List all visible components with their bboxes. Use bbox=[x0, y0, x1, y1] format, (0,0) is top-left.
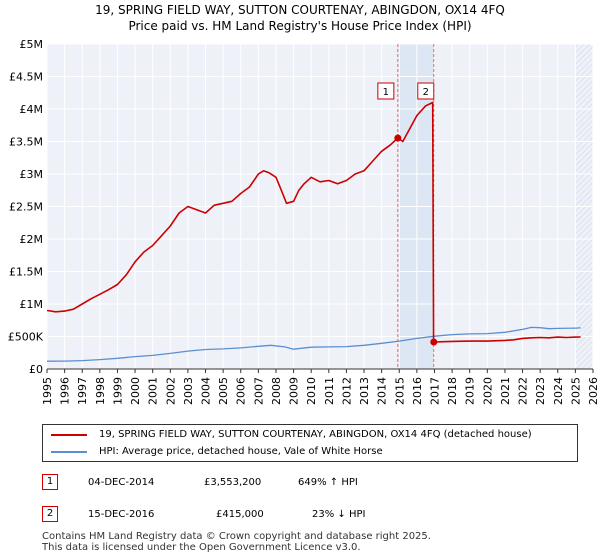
x-tick-label: 2016 bbox=[411, 377, 424, 405]
transaction-price: £3,553,200 bbox=[204, 477, 262, 488]
x-tick-label: 2024 bbox=[552, 377, 565, 405]
legend-label-hpi: HPI: Average price, detached house, Vale… bbox=[99, 446, 383, 457]
annotation-badge bbox=[417, 82, 435, 100]
x-tick-label: 2011 bbox=[323, 377, 336, 405]
annotation-badge bbox=[377, 82, 395, 100]
x-tick-label: 2019 bbox=[464, 377, 477, 405]
y-tick-label: £2M bbox=[20, 233, 44, 246]
y-tick-label: £1M bbox=[20, 298, 44, 311]
x-tick-label: 1997 bbox=[76, 377, 89, 405]
x-tick-label: 2005 bbox=[217, 377, 230, 405]
x-tick-label: 2014 bbox=[376, 377, 389, 405]
y-tick-label: £3M bbox=[20, 168, 44, 181]
x-tick-label: 2021 bbox=[499, 377, 512, 405]
annotation-label: 1 bbox=[383, 87, 389, 98]
x-tick-label: 2025 bbox=[569, 377, 582, 405]
x-tick-label: 1998 bbox=[94, 377, 107, 405]
x-tick-label: 2001 bbox=[147, 377, 160, 405]
series-line-hpi bbox=[46, 326, 581, 362]
x-tick-label: 2017 bbox=[428, 377, 441, 405]
x-tick-label: 2012 bbox=[340, 377, 353, 405]
y-tick-label: £0 bbox=[29, 363, 43, 376]
x-tick-label: 2002 bbox=[164, 377, 177, 405]
x-tick-label: 2010 bbox=[305, 377, 318, 405]
legend-label-property: 19, SPRING FIELD WAY, SUTTON COURTENAY, … bbox=[99, 429, 532, 440]
x-tick-label: 2020 bbox=[481, 377, 494, 405]
series-line-property bbox=[46, 101, 581, 343]
transaction-hpi: 649% ↑ HPI bbox=[298, 477, 358, 488]
x-tick-label: 1995 bbox=[41, 377, 54, 405]
x-tick-label: 2003 bbox=[182, 377, 195, 405]
y-tick-label: £3.5M bbox=[9, 136, 43, 149]
transaction-badge: 1 bbox=[42, 474, 58, 490]
x-tick-label: 2009 bbox=[288, 377, 301, 405]
y-tick-label: £4M bbox=[20, 103, 44, 116]
transaction-hpi: 23% ↓ HPI bbox=[312, 509, 366, 520]
y-tick-label: £1.5M bbox=[9, 266, 43, 279]
price-chart: £0 £500K £1M £1.5M £2M £2.5M £3M £3.5M £4M £4.5M £… bbox=[8, 38, 600, 405]
y-tick-label: £500K bbox=[8, 331, 44, 344]
x-tick-label: 2004 bbox=[200, 377, 213, 405]
legend-swatch-hpi bbox=[51, 451, 87, 453]
sale-point bbox=[430, 338, 438, 346]
transaction-price: £415,000 bbox=[216, 509, 264, 520]
footer-copyright: Contains HM Land Registry data © Crown c… bbox=[42, 531, 431, 542]
sale-point bbox=[394, 134, 402, 142]
footer: Contains HM Land Registry data © Crown c… bbox=[42, 531, 431, 553]
x-tick-label: 2006 bbox=[235, 377, 248, 405]
x-tick-label: 2015 bbox=[393, 377, 406, 405]
x-tick-label: 2000 bbox=[129, 377, 142, 405]
x-tick-label: 2008 bbox=[270, 377, 283, 405]
x-tick-label: 2023 bbox=[534, 377, 547, 405]
chart-title: 19, SPRING FIELD WAY, SUTTON COURTENAY, … bbox=[95, 3, 505, 17]
y-tick-label: £4.5M bbox=[9, 71, 43, 84]
legend-swatch-property bbox=[51, 434, 87, 436]
x-tick-label: 1999 bbox=[111, 377, 124, 405]
transaction-date: 15-DEC-2016 bbox=[88, 509, 155, 520]
y-tick-label: £2.5M bbox=[9, 201, 43, 214]
transaction-date: 04-DEC-2014 bbox=[88, 477, 155, 488]
transaction-badge: 2 bbox=[42, 506, 58, 522]
y-tick-label: £5M bbox=[20, 38, 44, 51]
annotation-label: 2 bbox=[423, 87, 429, 98]
x-tick-label: 1996 bbox=[59, 377, 72, 405]
x-tick-label: 2026 bbox=[587, 377, 600, 405]
x-tick-label: 2007 bbox=[252, 377, 265, 405]
legend: 19, SPRING FIELD WAY, SUTTON COURTENAY, … bbox=[42, 424, 578, 462]
x-tick-label: 2018 bbox=[446, 377, 459, 405]
footer-licence: This data is licensed under the Open Gov… bbox=[42, 542, 361, 553]
x-tick-label: 2013 bbox=[358, 377, 371, 405]
chart-subtitle: Price paid vs. HM Land Registry's House … bbox=[128, 19, 472, 33]
x-tick-label: 2022 bbox=[517, 377, 530, 405]
